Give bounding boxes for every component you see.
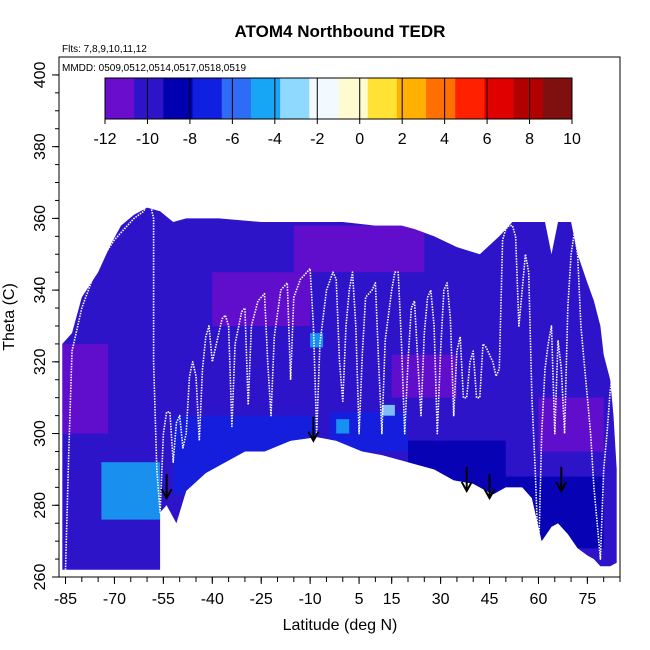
colorbar-tick-label: 6 xyxy=(483,131,492,148)
colorbar-swatch-9 xyxy=(367,78,398,119)
colorbar-swatch-5 xyxy=(250,78,281,119)
heat-cell-3 xyxy=(408,440,506,495)
heat-cell-5 xyxy=(293,225,425,273)
x-axis: -85 -70 -55 -40 -25 -10 5 15 30 45 60 75 xyxy=(54,577,621,608)
arrow-marker-3 xyxy=(483,474,496,501)
x-tick-label: 15 xyxy=(383,591,401,608)
arrow-marker-1 xyxy=(307,416,320,443)
heat-cell-6 xyxy=(212,272,311,326)
colorbar-swatch-13 xyxy=(484,78,515,119)
colorbar-tick-label: 10 xyxy=(563,131,581,148)
x-tick-label: 75 xyxy=(578,591,596,608)
colorbar: -12 -10 -8 -6 -4 -2 0 2 4 6 8 10 xyxy=(93,77,581,148)
colorbar-swatch-1 xyxy=(134,78,164,119)
colorbar-tick-label: -2 xyxy=(310,131,324,148)
colorbar-swatch-15 xyxy=(542,78,573,119)
colorbar-swatch-0 xyxy=(105,78,135,119)
y-tick-label: 360 xyxy=(32,205,49,232)
colorbar-swatch-11 xyxy=(426,78,456,119)
x-tick-label: -10 xyxy=(299,591,322,608)
y-tick-label: 340 xyxy=(32,277,49,304)
arrow-marker-4 xyxy=(555,466,568,493)
x-tick-label: -55 xyxy=(152,591,175,608)
heat-cell-0 xyxy=(101,462,161,520)
x-tick-label: 60 xyxy=(530,591,548,608)
x-tick-label: 45 xyxy=(481,591,499,608)
heat-cell-1 xyxy=(173,415,317,495)
heat-cell-12 xyxy=(538,397,604,452)
colorbar-tick-label: 8 xyxy=(525,131,534,148)
x-tick-label: -70 xyxy=(103,591,126,608)
arrow-layer xyxy=(160,416,568,501)
flight-track xyxy=(64,203,615,570)
flights-annotation: Flts: 7,8,9,10,11,12 xyxy=(62,44,147,55)
colorbar-tick-label: -6 xyxy=(225,131,239,148)
arrow-marker-2 xyxy=(460,466,473,493)
y-tick-label: 260 xyxy=(32,564,49,591)
y-tick-label: 320 xyxy=(32,348,49,375)
x-tick-label: -25 xyxy=(250,591,273,608)
x-axis-label: Latitude (deg N) xyxy=(283,617,398,634)
colorbar-swatch-4 xyxy=(221,78,252,119)
colorbar-tick-label: -4 xyxy=(268,131,282,148)
y-tick-label: 300 xyxy=(32,420,49,447)
colorbar-tick-label: 4 xyxy=(440,131,449,148)
colorbar-swatch-12 xyxy=(455,78,485,119)
colorbar-swatch-10 xyxy=(396,78,427,119)
colorbar-swatch-14 xyxy=(513,78,544,119)
heatmap-layer xyxy=(62,207,617,570)
colorbar-tick-label: -12 xyxy=(93,131,116,148)
colorbar-tick-label: 2 xyxy=(398,131,407,148)
colorbar-tick-label: -8 xyxy=(183,131,197,148)
colorbar-swatch-7 xyxy=(309,78,339,119)
arrow-marker-0 xyxy=(160,474,173,501)
x-tick-label: -40 xyxy=(201,591,224,608)
colorbar-swatch-2 xyxy=(163,78,194,119)
colorbar-swatch-6 xyxy=(280,78,310,119)
y-tick-label: 380 xyxy=(32,133,49,160)
flight-track-layer xyxy=(64,203,615,570)
colorbar-swatch-3 xyxy=(192,78,223,119)
colorbar-swatch-8 xyxy=(338,78,369,119)
colorbar-tick-label: 0 xyxy=(355,131,364,148)
y-axis: 260 280 300 320 340 360 380 400 xyxy=(32,61,59,590)
y-tick-label: 400 xyxy=(32,61,49,88)
heat-cell-9 xyxy=(336,419,350,434)
heat-cell-10 xyxy=(381,404,395,416)
x-tick-label: 30 xyxy=(432,591,450,608)
dates-annotation: MMDD: 0509,0512,0514,0517,0518,0519 xyxy=(62,63,246,74)
colorbar-tick-label: -10 xyxy=(136,131,159,148)
chart-title: ATOM4 Northbound TEDR xyxy=(235,22,446,41)
y-tick-label: 280 xyxy=(32,492,49,519)
x-tick-label: -85 xyxy=(54,591,77,608)
y-axis-label: Theta (C) xyxy=(1,283,18,351)
plot-frame xyxy=(58,56,621,578)
heat-cell-4 xyxy=(505,476,604,549)
x-tick-label: 5 xyxy=(355,591,364,608)
